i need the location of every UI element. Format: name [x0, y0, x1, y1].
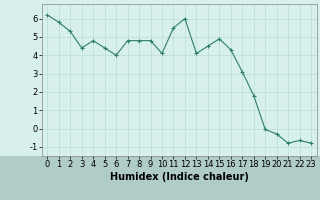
X-axis label: Humidex (Indice chaleur): Humidex (Indice chaleur) [110, 172, 249, 182]
